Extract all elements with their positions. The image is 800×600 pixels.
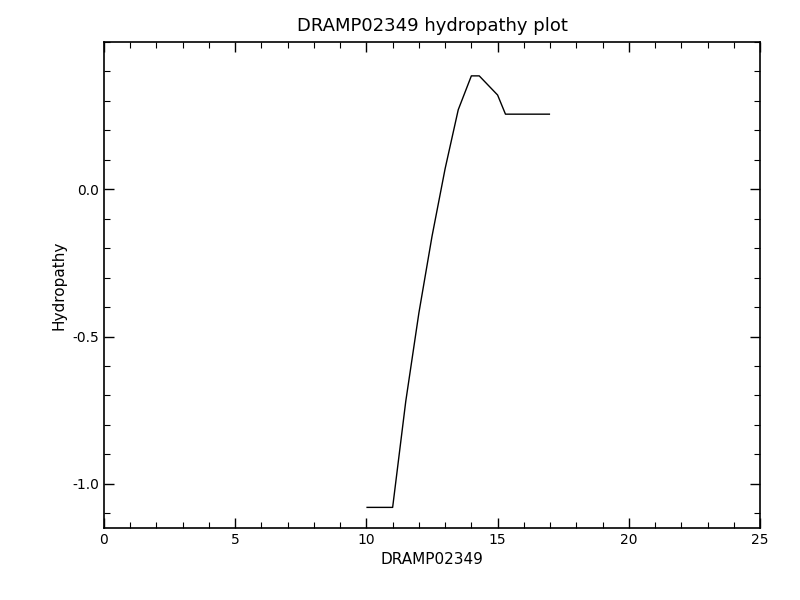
Y-axis label: Hydropathy: Hydropathy: [52, 241, 66, 329]
Title: DRAMP02349 hydropathy plot: DRAMP02349 hydropathy plot: [297, 17, 567, 35]
X-axis label: DRAMP02349: DRAMP02349: [381, 553, 483, 568]
